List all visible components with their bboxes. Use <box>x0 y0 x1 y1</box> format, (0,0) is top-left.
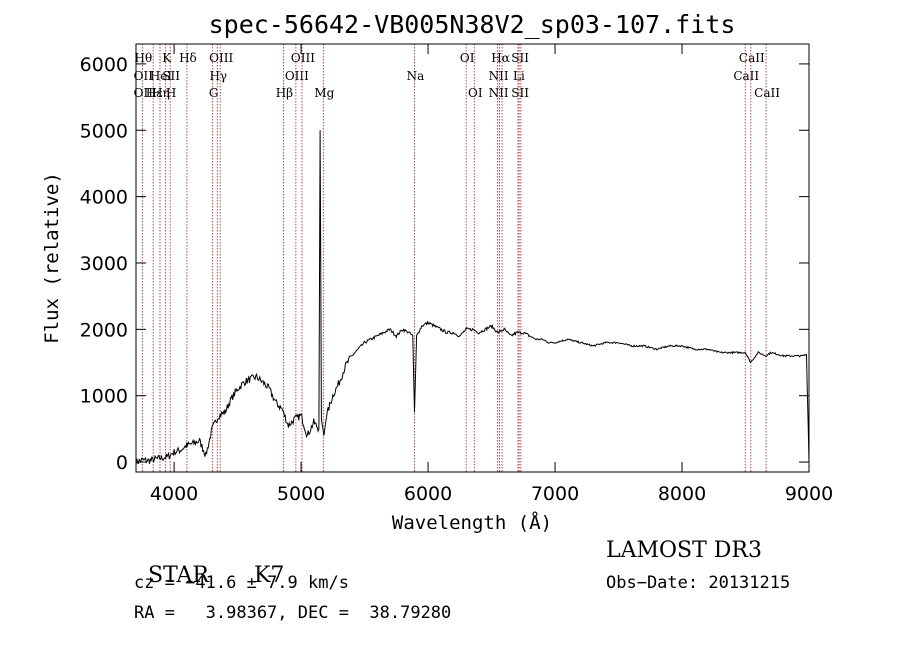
x-tick-label: 5000 <box>277 483 325 505</box>
object-class: STAR <box>134 538 209 588</box>
spectral-line-label: OI <box>468 86 483 100</box>
survey-label: LAMOST DR3 <box>606 538 762 563</box>
spectral-line-label: NII <box>489 86 509 100</box>
x-tick-label: 7000 <box>531 483 579 505</box>
spectrum-series <box>135 130 810 466</box>
spectral-line-label: CaII <box>754 86 780 100</box>
spectral-line-markers: HθOIIOIIHεHeIHηKSIIHHδGHγOIIIHβOIIIOIIIM… <box>134 44 780 472</box>
spectral-line-label: NII <box>489 69 509 83</box>
spectral-line-label: SII <box>511 51 529 65</box>
spectral-line-label: OII <box>134 86 154 100</box>
spectral-line-label: Hθ <box>134 51 152 65</box>
y-tick-label: 1000 <box>80 386 128 408</box>
coordinates: RA = 3.98367, DEC = 38.79280 <box>134 603 452 623</box>
y-tick-label: 3000 <box>80 253 128 275</box>
spectral-line-label: OIII <box>285 69 309 83</box>
x-axis-label: Wavelength (Å) <box>392 511 552 534</box>
redshift-cz: cz = −41.6 ± 7.9 km/s <box>134 573 349 593</box>
spectral-line-label: Hε <box>146 86 163 100</box>
spectral-line-label: HeI <box>150 69 173 83</box>
x-tick-label: 6000 <box>404 483 452 505</box>
spectrum-line <box>135 130 810 466</box>
y-tick-label: 6000 <box>80 54 128 76</box>
x-tick-label: 4000 <box>150 483 198 505</box>
y-tick-label: 0 <box>116 452 128 474</box>
y-axis-label: Flux (relative) <box>41 172 63 344</box>
x-tick-label: 8000 <box>658 483 706 505</box>
x-tick-label: 9000 <box>785 483 833 505</box>
spectral-line-label: K <box>162 51 172 65</box>
spectral-line-label: OIII <box>209 51 233 65</box>
spectral-line-label: OI <box>460 51 475 65</box>
spectral-line-label: Li <box>513 69 525 83</box>
spectral-line-label: CaII <box>733 69 759 83</box>
spectral-line-label: OIII <box>291 51 315 65</box>
spectral-line-label: Hγ <box>209 69 227 83</box>
spectral-line-label: G <box>209 86 219 100</box>
spectral-line-label: Na <box>407 69 425 83</box>
chart-title: spec-56642-VB005N38V2_sp03-107.fits <box>209 10 736 39</box>
x-axis: 4000 5000 6000 7000 8000 9000 <box>150 44 833 505</box>
spectral-line-label: H <box>166 86 176 100</box>
subclass-label: K7 <box>254 563 285 588</box>
y-tick-label: 5000 <box>80 120 128 142</box>
y-tick-label: 2000 <box>80 319 128 341</box>
y-tick-label: 4000 <box>80 187 128 209</box>
y-axis: 0 1000 2000 3000 4000 5000 6000 <box>80 54 809 474</box>
plot-frame <box>135 43 810 473</box>
spectral-line-label: Hβ <box>276 86 293 100</box>
spectral-line-label: Hδ <box>179 51 197 65</box>
spectral-line-label: Mg <box>314 86 334 100</box>
spectral-line-label: OII <box>134 69 154 83</box>
object-subclass: K7 <box>240 538 284 588</box>
spectral-line-label: SII <box>162 69 180 83</box>
spectral-line-label: SII <box>511 86 529 100</box>
spectral-line-label: CaII <box>739 51 765 65</box>
class-label: STAR <box>148 563 209 588</box>
spectral-line-label: Hα <box>491 51 510 65</box>
obs-date: Obs−Date: 20131215 <box>606 573 791 593</box>
